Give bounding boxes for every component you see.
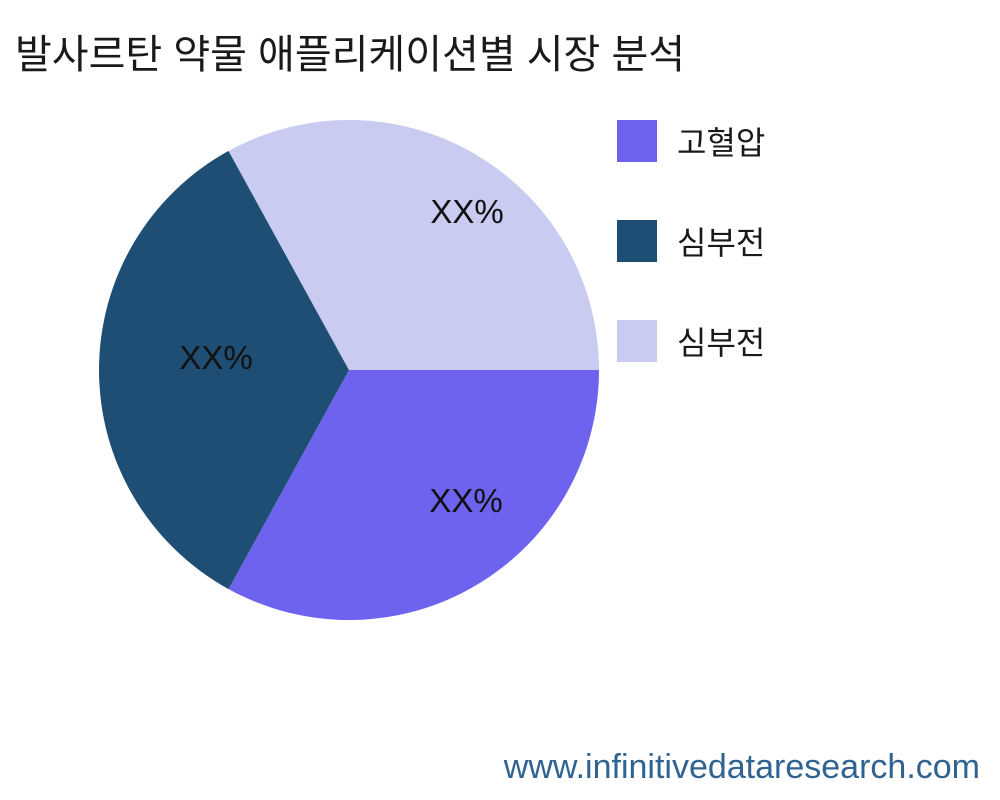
pie-slice-heart-failure-2 bbox=[228, 119, 599, 371]
legend-label-heart-failure-1: 심부전 bbox=[677, 225, 766, 261]
legend-swatch-heart-failure-2 bbox=[617, 320, 657, 362]
chart-title: 발사르탄 약물 애플리케이션별 시장 분석 bbox=[15, 33, 686, 77]
website-link[interactable]: www.infinitivedataresearch.com bbox=[503, 748, 980, 786]
legend-item-hypertension: 고혈압 bbox=[617, 120, 765, 162]
legend-swatch-heart-failure-1 bbox=[617, 220, 657, 262]
pie-chart bbox=[99, 119, 599, 620]
legend: 고혈압 심부전 심부전 bbox=[617, 120, 765, 420]
pie-slice-heart-failure-1 bbox=[99, 150, 349, 590]
slice-percent-label-heart-failure-1: XX% bbox=[179, 339, 253, 376]
legend-label-hypertension: 고혈압 bbox=[677, 125, 766, 161]
slice-percent-label-hypertension: XX% bbox=[429, 482, 503, 519]
legend-swatch-hypertension bbox=[617, 120, 657, 162]
legend-item-heart-failure-1: 심부전 bbox=[617, 220, 765, 262]
legend-item-heart-failure-2: 심부전 bbox=[617, 320, 765, 362]
slice-percent-label-heart-failure-2: XX% bbox=[430, 193, 504, 230]
legend-label-heart-failure-2: 심부전 bbox=[677, 325, 766, 361]
pie-slice-hypertension bbox=[228, 370, 599, 620]
